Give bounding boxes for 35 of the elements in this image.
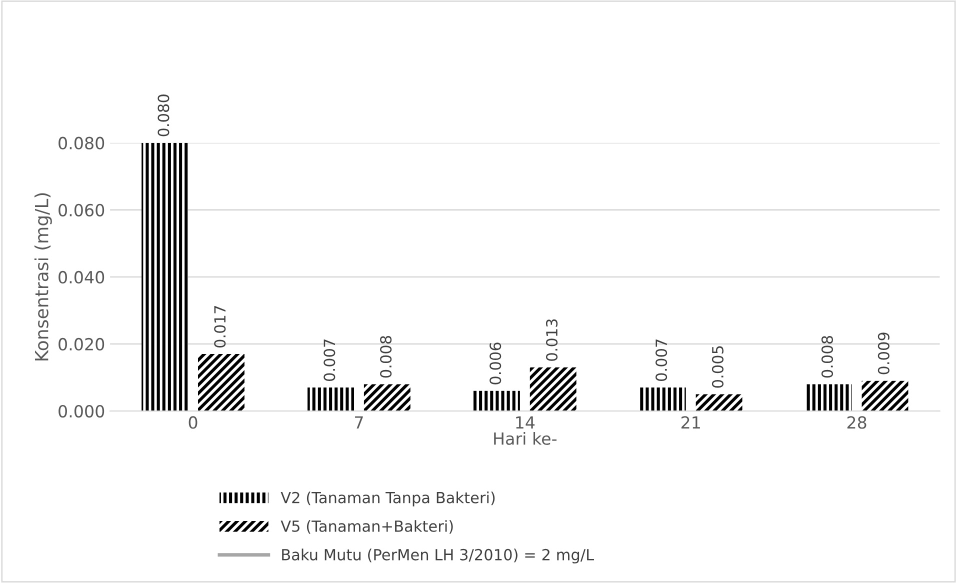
y-tick-label: 0.060	[58, 204, 104, 216]
bar	[473, 390, 520, 412]
data-label: 0.007	[656, 340, 668, 381]
y-tick-label: 0.020	[58, 338, 104, 351]
legend-label: V2 (Tanaman Tanpa Bakteri)	[280, 492, 495, 506]
bar	[198, 354, 244, 412]
data-label: 0.005	[712, 346, 724, 388]
data-label: 0.017	[214, 306, 226, 348]
data-label: 0.009	[878, 332, 890, 374]
x-tick-label: 28	[847, 416, 866, 429]
bar	[142, 142, 188, 412]
bar	[530, 367, 576, 412]
data-label: 0.007	[324, 340, 336, 381]
data-label: 0.006	[490, 342, 502, 384]
data-label: 0.008	[380, 336, 392, 378]
y-tick-label: 0.040	[58, 270, 104, 284]
x-tick-label: 21	[681, 416, 700, 429]
x-tick-label: 0	[188, 416, 198, 429]
bar	[862, 380, 908, 412]
data-label: 0.080	[158, 94, 170, 136]
x-tick-label: 7	[355, 416, 363, 429]
data-label: 0.013	[546, 319, 558, 361]
bar	[696, 394, 742, 412]
y-tick-label: 0.080	[58, 136, 104, 150]
bar	[364, 384, 410, 412]
bar	[308, 388, 354, 412]
bar	[805, 384, 852, 412]
x-axis-title: Hari ke-	[494, 432, 557, 445]
data-label: 0.008	[821, 336, 834, 378]
x-tick-label: 14	[516, 416, 535, 429]
text: Baku Mutu (PerMen LH 3/2010) = 2 mg/L	[282, 548, 594, 564]
y-axis-title: Konsentrasi (mg/L)	[34, 193, 52, 360]
y-tick-label: 0.000	[58, 404, 104, 418]
legend-label: V5 (Tanaman+Bakteri)	[280, 520, 453, 534]
bar	[639, 388, 686, 412]
